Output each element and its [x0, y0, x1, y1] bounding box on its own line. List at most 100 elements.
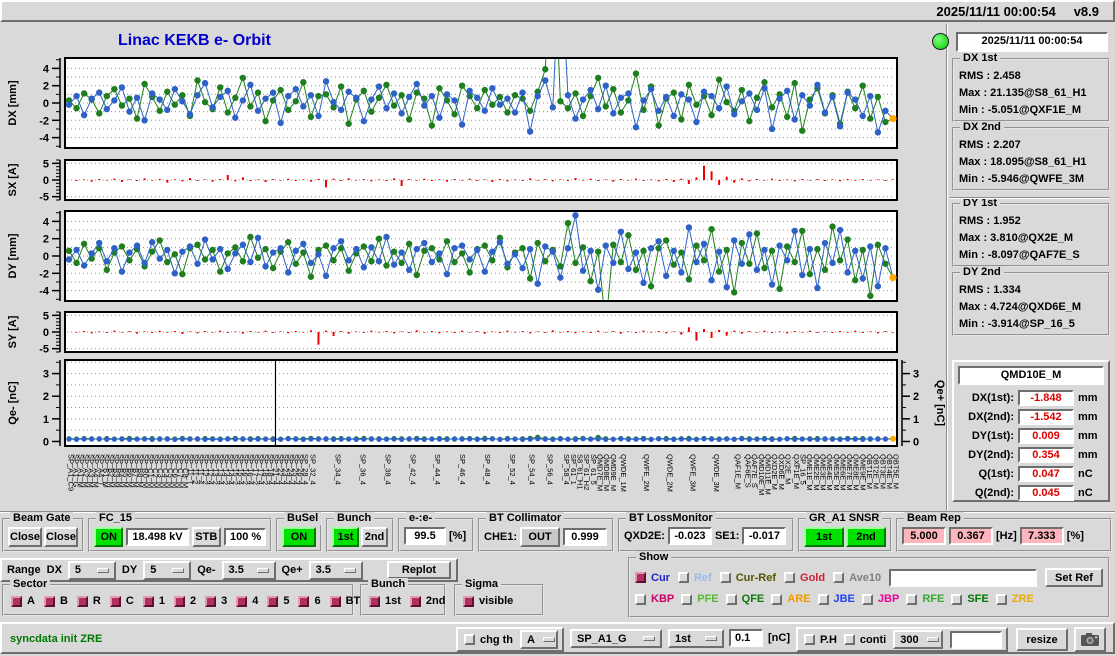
- sector-r-checkbox[interactable]: R: [76, 595, 101, 607]
- bunch-2nd-button[interactable]: 2nd: [361, 527, 388, 547]
- dy-series-2nd: [66, 212, 897, 293]
- svg-text:SP_A4_T: SP_A4_T: [96, 454, 105, 487]
- sector-4-checkbox[interactable]: 4: [236, 595, 258, 607]
- checkbox-label: Ref: [693, 571, 712, 584]
- bunch-2nd-checkbox[interactable]: 2nd: [409, 595, 445, 607]
- bunch-select[interactable]: 1st: [668, 629, 724, 648]
- show-qfe-checkbox[interactable]: QFE: [725, 593, 764, 605]
- svg-text:QBT4E_M: QBT4E_M: [885, 454, 894, 489]
- fc15-percent-field: 100 %: [224, 528, 266, 546]
- sector-c-checkbox[interactable]: C: [109, 595, 134, 607]
- checkbox-indicator: [298, 595, 310, 607]
- sigma-group: Sigma visible: [454, 578, 544, 616]
- sector-6-checkbox[interactable]: 6: [298, 595, 321, 607]
- svg-text:SP_C6_M: SP_C6_M: [171, 454, 180, 488]
- svg-text:SP_17_2: SP_17_2: [251, 454, 260, 485]
- show-gold-checkbox[interactable]: Gold: [784, 572, 825, 584]
- bunch-1st-checkbox[interactable]: 1st: [369, 595, 401, 607]
- svg-text:SP_18_2: SP_18_2: [261, 454, 270, 485]
- svg-text:QME6E_M: QME6E_M: [838, 454, 847, 491]
- monitor-row: DX(2nd): -1.542 mm: [958, 408, 1104, 425]
- busel-label: BuSel: [284, 512, 322, 525]
- resize-button[interactable]: resize: [1016, 628, 1068, 651]
- monitor-row-label: Q(2nd):: [974, 486, 1014, 499]
- svg-text:SP_11_T: SP_11_T: [186, 454, 195, 485]
- beam-gate-close-2-button[interactable]: Close: [44, 527, 78, 547]
- range-qep-value: 3.5: [315, 564, 331, 576]
- range-dx-select[interactable]: 5: [67, 560, 116, 580]
- bunch-select-value: 1st: [675, 632, 691, 645]
- replot-button[interactable]: Replot: [387, 561, 451, 579]
- range-dy-select[interactable]: 5: [143, 560, 192, 580]
- fc15-stb-button[interactable]: STB: [191, 527, 221, 547]
- conti-checkbox[interactable]: conti: [843, 634, 886, 646]
- screenshot-button[interactable]: [1074, 627, 1106, 652]
- sp-select[interactable]: SP_A1_G: [570, 629, 662, 648]
- checkbox-label: BT: [345, 595, 361, 607]
- show-jbe-checkbox[interactable]: JBE: [817, 593, 855, 605]
- svg-text:SP_14_4: SP_14_4: [226, 454, 235, 485]
- svg-text:QMD8E_M: QMD8E_M: [602, 454, 611, 491]
- top-bar: 2025/11/11 00:00:54 v8.9: [0, 0, 1115, 22]
- sigma-visible-checkbox[interactable]: visible: [463, 595, 513, 607]
- show-jbp-checkbox[interactable]: JBP: [861, 593, 899, 605]
- sector-3-checkbox[interactable]: 3: [205, 595, 227, 607]
- dx-plot: 4 2 0 -2 -4 DX [mm]: [7, 57, 898, 149]
- gr-a1-1st-button[interactable]: 1st: [804, 527, 844, 547]
- chg-th-select[interactable]: A: [520, 630, 558, 649]
- busel-on-button[interactable]: ON: [282, 527, 316, 547]
- bunch-1st-button[interactable]: 1st: [332, 527, 359, 547]
- ee-ratio-unit: [%]: [449, 530, 467, 542]
- checkbox-label: Cur-Ref: [735, 571, 777, 584]
- beam-rep-value2-field: 0.367: [949, 527, 993, 545]
- ph-checkbox[interactable]: P.H: [804, 634, 837, 646]
- show-sfe-checkbox[interactable]: SFE: [951, 593, 989, 605]
- gr-a1-2nd-button[interactable]: 2nd: [846, 527, 886, 547]
- sector-a-checkbox[interactable]: A: [11, 595, 35, 607]
- range-qem-select[interactable]: 3.5: [221, 560, 276, 580]
- ref-name-input[interactable]: [889, 568, 1037, 587]
- show-kbp-checkbox[interactable]: KBP: [635, 593, 674, 605]
- fc15-on-button[interactable]: ON: [94, 527, 124, 547]
- checkbox-indicator: [464, 634, 475, 645]
- aux-input[interactable]: [950, 630, 1003, 649]
- svg-text:SP_B6_M: SP_B6_M: [126, 454, 135, 488]
- bunch-select-label: Bunch: [334, 512, 375, 525]
- range-qep-select[interactable]: 3.5: [308, 560, 363, 580]
- show-zre-checkbox[interactable]: ZRE: [995, 593, 1034, 605]
- sector-1-checkbox[interactable]: 1: [142, 595, 165, 607]
- sector-bt-checkbox[interactable]: BT: [329, 595, 361, 607]
- show-pfe-checkbox[interactable]: PFE: [681, 593, 719, 605]
- threshold-input[interactable]: [729, 629, 763, 647]
- beam-gate-close-1-button[interactable]: Close: [8, 527, 42, 547]
- svg-text:SP_25_4: SP_25_4: [291, 454, 300, 485]
- checkbox-label: A: [27, 595, 35, 607]
- filter-row: Sector A B R C 1 2 3 4 5 6 BT Bunch 1st 2nd Sigma v…: [0, 578, 620, 618]
- sector-5-checkbox[interactable]: 5: [267, 595, 289, 607]
- svg-text:SP_B8_M: SP_B8_M: [136, 454, 145, 488]
- svg-text:0: 0: [43, 327, 49, 339]
- show-cur-ref-checkbox[interactable]: Cur-Ref: [719, 571, 777, 584]
- checkbox-indicator: [804, 634, 815, 645]
- show-rfe-checkbox[interactable]: RFE: [906, 593, 944, 605]
- busel-group: BuSel ON: [276, 512, 322, 552]
- show-ave10-checkbox[interactable]: Ave10: [833, 572, 881, 584]
- sector-b-checkbox[interactable]: B: [43, 595, 68, 607]
- chg-th-checkbox[interactable]: chg th: [464, 634, 513, 646]
- svg-text:QAF1E_M: QAF1E_M: [734, 454, 743, 489]
- interval-select[interactable]: 300: [893, 630, 944, 649]
- svg-text:QWDE_1M: QWDE_1M: [619, 454, 628, 492]
- show-cur-checkbox[interactable]: Cur: [635, 572, 670, 584]
- checkbox-indicator: [267, 595, 279, 607]
- set-ref-button[interactable]: Set Ref: [1045, 568, 1103, 587]
- sector-2-checkbox[interactable]: 2: [173, 595, 196, 607]
- che1-state-button[interactable]: OUT: [520, 527, 561, 547]
- svg-text:SP_16_2: SP_16_2: [241, 454, 250, 485]
- show-ref-checkbox[interactable]: Ref: [677, 571, 712, 584]
- qxd2e-field: -0.023: [667, 527, 712, 545]
- svg-text:SP_B3_M: SP_B3_M: [111, 454, 120, 488]
- dx-last-point-marker: [889, 114, 897, 123]
- show-are-checkbox[interactable]: ARE: [771, 593, 811, 605]
- svg-text:2: 2: [43, 391, 49, 403]
- svg-text:2: 2: [913, 391, 919, 403]
